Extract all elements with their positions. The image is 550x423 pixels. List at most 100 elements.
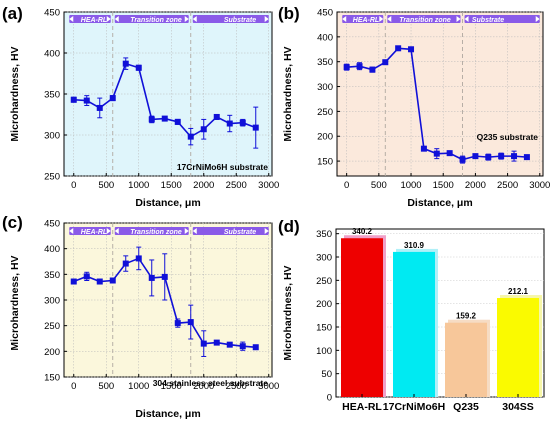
panel-a-plot-area [63,11,273,177]
data-point [148,116,155,123]
y-tick-label: 50 [321,369,332,380]
data-point [161,115,168,122]
panel-d-ticks: HEA-RL 17CrNiMo6H Q235 304SS 0 50 100 150 200 250… [316,229,534,413]
panel-c-substrate-note: 304 stainless steel substrate [153,378,269,388]
panel-c-dividers [112,223,192,377]
category-label: HEA-RL [342,401,382,413]
panel-d-bars: 340.2 310.9 159.2 212.1 [341,227,542,397]
data-point [213,339,220,346]
x-tick-label: 0 [71,180,76,191]
zone-bar [114,15,189,23]
x-tick-label: 1000 [128,381,149,392]
zone-bar [387,15,461,23]
y-tick-label: 350 [316,229,332,240]
bar-value-label: 310.9 [404,241,425,250]
data-point [408,46,415,53]
y-tick-label: 350 [317,57,333,68]
x-tick-label: 2500 [497,180,518,191]
panel-c-series [70,246,259,357]
panel-a-y-axis-title: Microhardness, HV [9,46,21,141]
x-tick-label: 1000 [400,180,421,191]
x-tick-label: 1000 [128,180,149,191]
y-tick-label: 450 [317,8,333,19]
panel-a-zone-markers [69,15,269,23]
zone-bar [192,227,269,235]
y-tick-label: 450 [44,219,60,230]
data-point [135,255,142,262]
panel-b-zone-label-3: Substrate [472,17,504,24]
bar [445,322,487,397]
data-point [174,320,181,327]
panel-a-zone-label-3: Substrate [224,17,256,24]
data-point [83,97,90,104]
bar [497,298,539,397]
zone-arrow-right [379,16,384,22]
panel-a-substrate-note: 17CrNiMo6H substrate [177,162,268,172]
data-point [70,96,77,103]
data-point [109,277,116,284]
panel-b-series [343,45,530,164]
y-tick-label: 350 [44,270,60,281]
data-point [226,341,233,348]
panel-c-zone-markers [69,227,269,235]
category-label: Q235 [453,401,479,413]
data-point [70,278,77,285]
panel-c-plot-area [63,222,273,378]
x-tick-label: 1500 [161,381,182,392]
y-tick-label: 300 [317,82,333,93]
y-tick-label: 300 [316,253,332,264]
panel-b-dividers [384,12,463,176]
panel-c: 0 500 1000 1500 2000 2500 3000 150 200 250 300 350 4… [2,213,279,420]
x-tick-label: 1500 [161,180,182,191]
panel-d: 340.2 310.9 159.2 212.1 HEA-RL 17CrNiMo6H Q23… [278,217,545,413]
y-tick-label: 250 [317,107,333,118]
data-point [472,153,479,160]
panel-d-y-axis-title: Microhardness, HV [282,265,294,360]
panel-c-y-axis-title: Microhardness, HV [9,255,21,350]
data-point [83,273,90,280]
x-tick-label: 2500 [226,381,247,392]
zone-arrow-right [264,16,269,22]
panel-b: 0 500 1000 1500 2000 2500 3000 150 200 250 300 350 4… [278,4,550,209]
category-label: 304SS [502,401,534,413]
panel-b-zone-label-1: HEA-RL [353,17,379,24]
y-tick-label: 350 [44,90,60,101]
x-tick-label: 500 [98,180,114,191]
bar-value-label: 340.2 [352,227,373,236]
data-point [459,156,466,163]
zone-arrow-left [192,16,197,22]
zone-arrow-left [464,16,469,22]
data-point [226,120,233,127]
zone-arrow-left [342,16,347,22]
y-tick-label: 250 [44,321,60,332]
zone-arrow-right [106,16,111,22]
zone-arrow-right [535,16,540,22]
data-point [96,104,103,111]
data-point [446,150,453,157]
panel-c-letter: (c) [2,213,23,232]
panel-a-letter: (a) [2,4,23,23]
y-tick-label: 200 [316,299,332,310]
y-tick-label: 200 [317,132,333,143]
y-tick-label: 150 [44,373,60,384]
panel-c-ticks: 0 500 1000 1500 2000 2500 3000 150 200 250 300 350 4… [44,219,279,393]
panel-b-letter: (b) [278,4,300,23]
data-point [200,340,207,347]
x-tick-label: 500 [98,381,114,392]
panel-d-letter: (d) [278,217,300,236]
zone-arrow-left [69,16,74,22]
data-point [187,133,194,140]
data-point [122,260,129,267]
zone-arrow-right [106,228,111,234]
data-point [523,154,530,161]
y-tick-label: 400 [44,49,60,60]
data-point [420,145,427,152]
data-point [213,113,220,120]
y-tick-label: 450 [44,8,60,19]
data-point [382,59,389,66]
y-tick-label: 300 [44,296,60,307]
bar-value-label: 212.1 [508,287,529,296]
data-point [343,64,350,71]
x-tick-label: 3000 [258,381,279,392]
